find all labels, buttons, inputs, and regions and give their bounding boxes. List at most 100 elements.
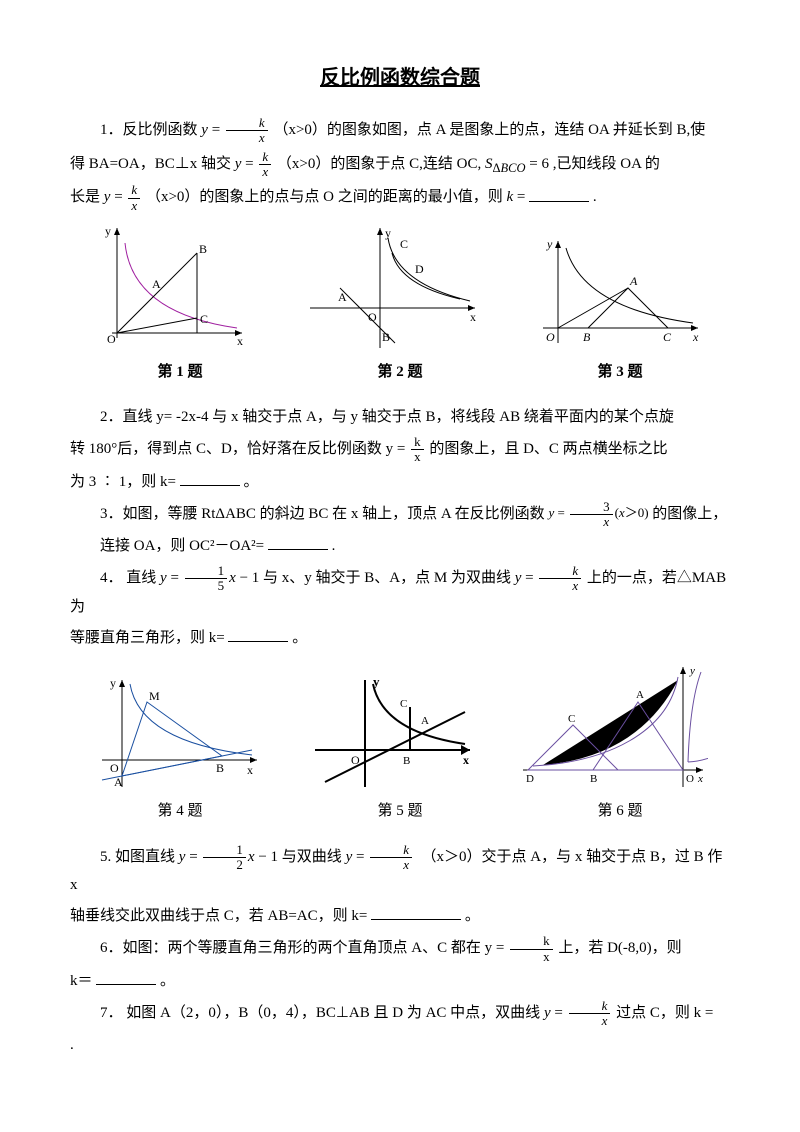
q1-l2c: ,已知线段 OA 的 xyxy=(553,156,660,172)
q1-l2b: （x>0）的图象于点 C,连结 OC, xyxy=(277,156,485,172)
q7-l2: . xyxy=(70,1032,730,1059)
svg-text:B: B xyxy=(583,330,591,344)
q7-l1a: 7． 如图 A（2，0），B（0，4），BC⊥AB 且 D 为 AC 中点，双曲… xyxy=(100,1005,544,1021)
q2-l3b: 。 xyxy=(243,474,258,490)
q4-l1: 4． 直线 y = 15x − 1 与 x、y 轴交于 B、A，点 M 为双曲线… xyxy=(70,564,730,621)
q3-blank xyxy=(268,534,328,550)
svg-text:C: C xyxy=(568,713,575,725)
svg-text:O: O xyxy=(110,761,119,775)
fig-cap-row-2: 第 4 题 第 5 题 第 6 题 xyxy=(70,798,730,825)
cap6: 第 6 题 xyxy=(597,798,642,825)
q2-l2: 转 180°后，得到点 C、D，恰好落在反比例函数 y = kx 的图象上，且 … xyxy=(70,435,730,465)
q6-l2b: 。 xyxy=(160,973,175,989)
svg-text:O: O xyxy=(686,773,694,785)
cap1: 第 1 题 xyxy=(157,359,202,386)
svg-text:x: x xyxy=(247,763,253,777)
q1-line3: 长是 y = kx （x>0）的图象上的点与点 O 之间的距离的最小值，则 k … xyxy=(70,183,730,213)
fig-cap-row-1: 第 1 题 第 2 题 第 3 题 xyxy=(70,359,730,386)
q7-l2a: . xyxy=(70,1037,74,1053)
q6-l1: 6．如图：两个等腰直角三角形的两个直角顶点 A、C 都在 y = kx 上，若 … xyxy=(70,934,730,964)
svg-text:y: y xyxy=(689,665,695,677)
svg-text:B: B xyxy=(382,330,390,344)
svg-text:A: A xyxy=(636,689,644,701)
page-title: 反比例函数综合题 xyxy=(70,60,730,96)
q5-l1b: 与双曲线 xyxy=(282,849,346,865)
fig4: Ox y M A B xyxy=(92,672,262,792)
q1-l3a: 长是 xyxy=(70,190,104,206)
svg-text:O: O xyxy=(546,330,555,344)
q4-l2b: 。 xyxy=(292,630,307,646)
svg-text:x: x xyxy=(237,334,243,348)
cap5: 第 5 题 xyxy=(377,798,422,825)
q1-line2: 得 BA=OA，BC⊥x 轴交 y = kx （x>0）的图象于点 C,连结 O… xyxy=(70,150,730,180)
svg-text:x: x xyxy=(470,310,476,324)
svg-text:x: x xyxy=(463,753,469,767)
fig1: Ox y A B C xyxy=(97,223,247,353)
q6-l2: k＝ 。 xyxy=(70,968,730,995)
fig-row-2: Ox y M A B Ox y A B C Ox y D C B A xyxy=(70,662,730,792)
q5-l2b: 。 xyxy=(465,908,480,924)
svg-text:A: A xyxy=(152,277,161,291)
svg-text:D: D xyxy=(526,773,534,785)
q5-blank xyxy=(371,904,461,920)
svg-text:D: D xyxy=(415,262,424,276)
q2-l3: 为 3 ∶ 1，则 k= 。 xyxy=(70,469,730,496)
svg-text:B: B xyxy=(590,773,597,785)
cap2: 第 2 题 xyxy=(377,359,422,386)
fig5: Oxy ABC xyxy=(305,672,475,792)
svg-text:C: C xyxy=(663,330,672,344)
q4-blank xyxy=(228,626,288,642)
q4-l1a: 4． 直线 xyxy=(100,570,160,586)
svg-text:x: x xyxy=(697,773,703,785)
q5-l2a: 轴垂线交此双曲线于点 C，若 AB=AC，则 k= xyxy=(70,908,367,924)
svg-text:M: M xyxy=(149,689,160,703)
q2-l2b: 的图象上，且 D、C 两点横坐标之比 xyxy=(429,441,667,457)
svg-text:O: O xyxy=(107,332,116,346)
q3-l1a: 3．如图，等腰 RtΔABC 的斜边 BC 在 x 轴上，顶点 A 在反比例函数 xyxy=(100,505,548,521)
fig2: yxO CD AB xyxy=(300,223,480,353)
fig6: Ox y D C B A xyxy=(518,662,708,792)
q3-l2: 连接 OA，则 OC²－OA²= . xyxy=(70,533,730,560)
q1-line1: 1．反比例函数 y = kx （x>0）的图象如图，点 A 是图象上的点，连结 … xyxy=(70,116,730,146)
q7-l1: 7． 如图 A（2，0），B（0，4），BC⊥AB 且 D 为 AC 中点，双曲… xyxy=(70,999,730,1029)
svg-text:A: A xyxy=(629,274,638,288)
svg-text:y: y xyxy=(110,676,116,690)
svg-text:y: y xyxy=(546,237,553,251)
svg-text:C: C xyxy=(200,312,208,326)
cap4: 第 4 题 xyxy=(157,798,202,825)
q3-l2a: 连接 OA，则 OC²－OA²= xyxy=(100,538,264,554)
q5-l2: 轴垂线交此双曲线于点 C，若 AB=AC，则 k= 。 xyxy=(70,903,730,930)
q6-blank xyxy=(96,969,156,985)
q2-l2a: 转 180°后，得到点 C、D，恰好落在反比例函数 xyxy=(70,441,386,457)
q6-l2a: k＝ xyxy=(70,973,93,989)
q3-l1: 3．如图，等腰 RtΔABC 的斜边 BC 在 x 轴上，顶点 A 在反比例函数… xyxy=(70,500,730,530)
q4-l2: 等腰直角三角形，则 k= 。 xyxy=(70,625,730,652)
q5-l1a: 5. 如图直线 xyxy=(100,849,179,865)
q1-l2a: 得 BA=OA，BC⊥x 轴交 xyxy=(70,156,235,172)
q3-l1b: 的图像上， xyxy=(652,505,727,521)
q1-l3b: （x>0）的图象上的点与点 O 之间的距离的最小值，则 xyxy=(146,190,507,206)
svg-text:C: C xyxy=(400,698,407,710)
fig3: Oxy A B C xyxy=(533,233,703,353)
svg-text:C: C xyxy=(400,237,408,251)
q1-l1b: （x>0）的图象如图，点 A 是图象上的点，连结 OA 并延长到 B,使 xyxy=(273,122,705,138)
fig-row-1: Oxy ABC yxO CD AB Oxy A B C xyxy=(70,223,730,353)
q6-l1b: 上，若 D(-8,0)，则 xyxy=(558,941,681,957)
svg-text:y: y xyxy=(385,226,391,240)
svg-text:B: B xyxy=(403,755,410,767)
q2-l3a: 为 3 ∶ 1，则 k= xyxy=(70,474,176,490)
q3-l2b: . xyxy=(332,538,336,554)
q6-l1a: 6．如图：两个等腰直角三角形的两个直角顶点 A、C 都在 xyxy=(100,941,485,957)
q1-blank xyxy=(529,186,589,202)
q7-l1b: 过点 C，则 k = xyxy=(616,1005,713,1021)
q2-l1: 2．直线 y= -2x-4 与 x 轴交于点 A，与 y 轴交于点 B，将线段 … xyxy=(70,404,730,431)
svg-text:B: B xyxy=(216,761,224,775)
q1-l3c: . xyxy=(593,190,597,206)
svg-text:A: A xyxy=(338,290,347,304)
svg-text:y: y xyxy=(105,224,111,238)
q4-l1b: 与 x、y 轴交于 B、A，点 M 为双曲线 xyxy=(263,570,515,586)
svg-text:A: A xyxy=(421,715,429,727)
cap3: 第 3 题 xyxy=(597,359,642,386)
svg-text:B: B xyxy=(199,242,207,256)
svg-text:A: A xyxy=(114,775,123,789)
